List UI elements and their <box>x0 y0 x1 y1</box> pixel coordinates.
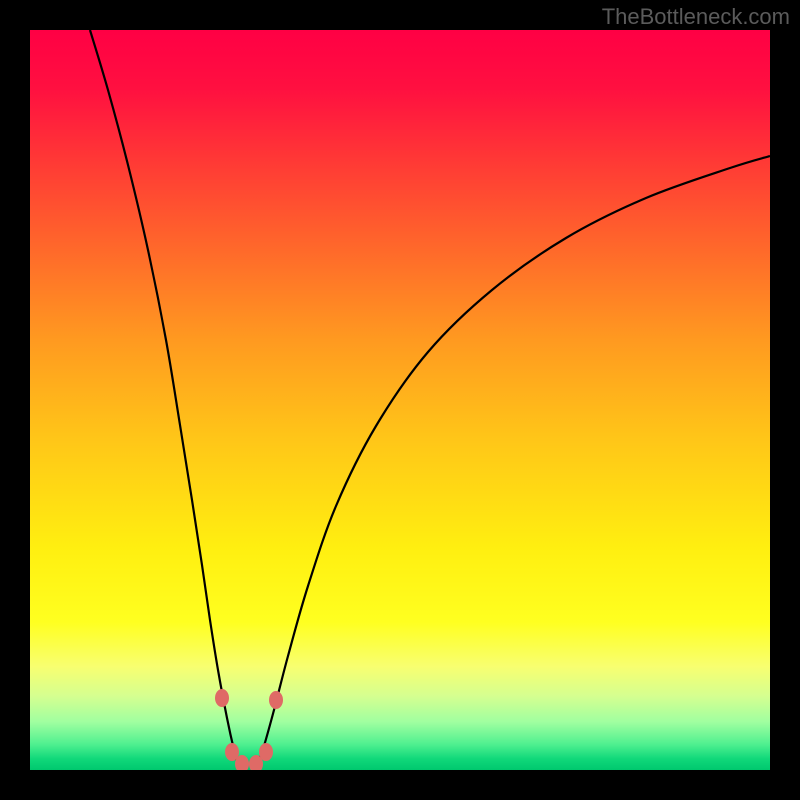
markers-group <box>215 689 283 770</box>
marker-dot <box>215 689 229 707</box>
curves-svg <box>30 30 770 770</box>
watermark-text: TheBottleneck.com <box>602 4 790 30</box>
marker-dot <box>259 743 273 761</box>
plot-area <box>30 30 770 770</box>
chart-container: TheBottleneck.com <box>0 0 800 800</box>
left-curve <box>90 30 238 764</box>
right-curve <box>258 156 770 764</box>
marker-dot <box>269 691 283 709</box>
